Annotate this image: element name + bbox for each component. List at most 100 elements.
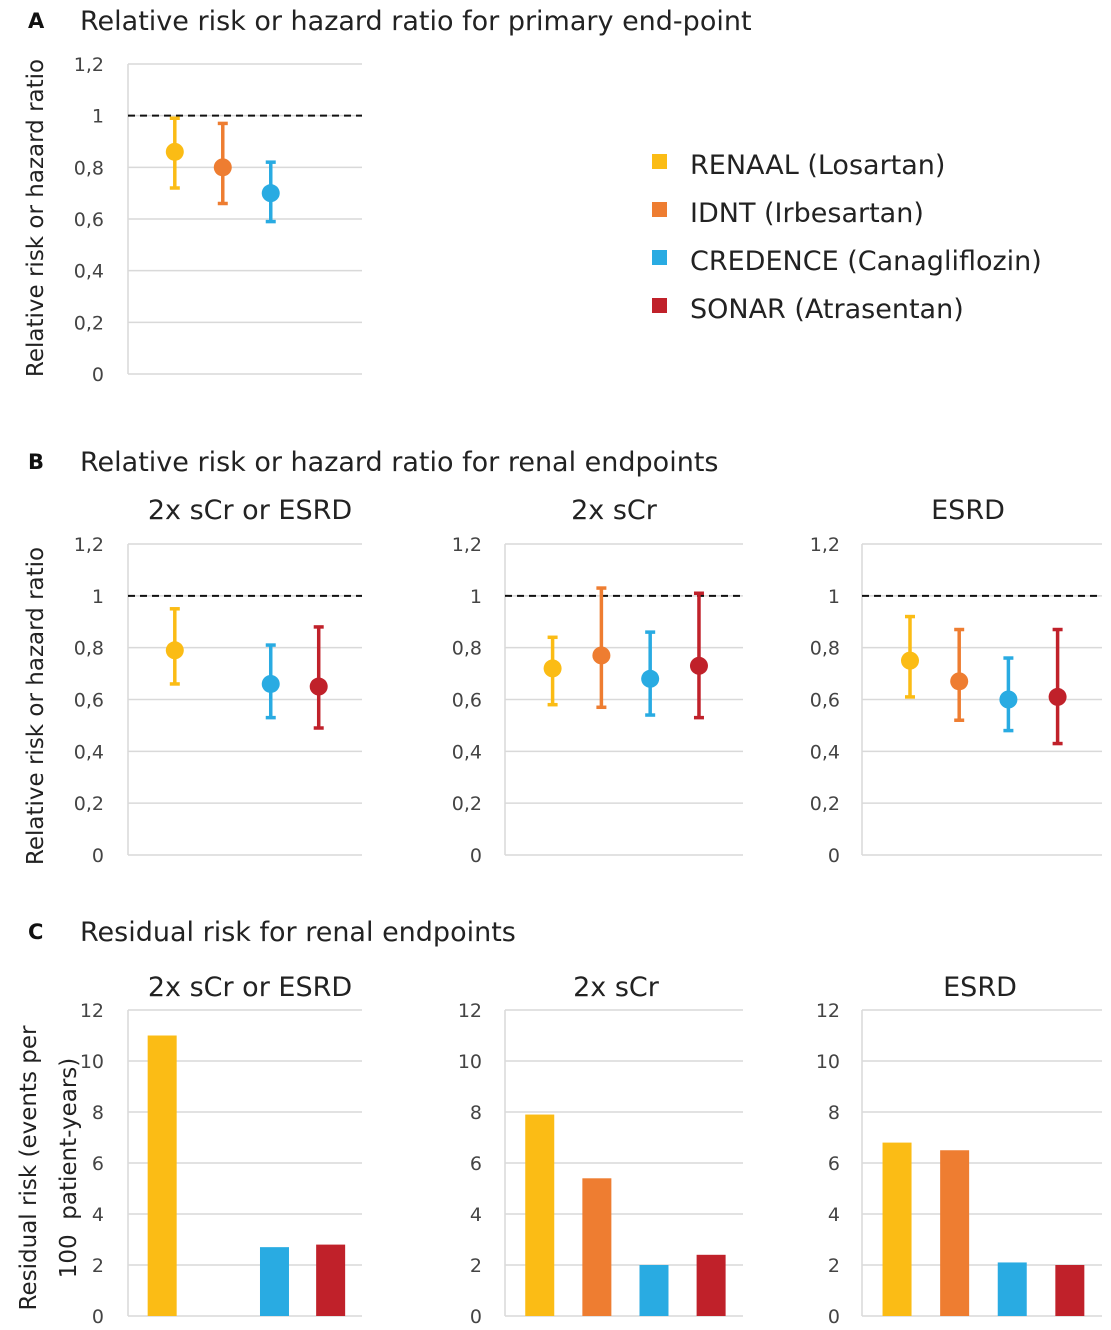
chart-renal-2xscr: 0 0,2 0,4 0,6 0,8 1 1,2 2x sCr (452, 495, 743, 867)
bar-credence (259, 1247, 289, 1316)
point-idnt (592, 646, 611, 665)
bar-renaal (882, 1142, 912, 1316)
y-tick-label: 4 (92, 1204, 104, 1226)
y-tick-label: 1,2 (74, 54, 104, 76)
legend-swatch-idnt (652, 202, 667, 217)
subplot-title: 2x sCr (571, 495, 658, 526)
panel-a-label: A (28, 9, 45, 33)
y-tick-label: 2 (828, 1255, 840, 1277)
point-credence (999, 690, 1018, 709)
y-axis-title: Relative risk or hazard ratio (23, 59, 49, 377)
y-tick-label: 0,4 (810, 741, 840, 763)
y-tick-label: 0,2 (452, 793, 482, 815)
panel-b-title: Relative risk or hazard ratio for renal … (80, 447, 718, 478)
y-axis-title: Relative risk or hazard ratio (23, 547, 49, 865)
y-tick-label: 0,8 (810, 638, 840, 660)
y-tick-label: 0,2 (74, 312, 104, 334)
point-renaal (165, 641, 184, 660)
legend-swatch-sonar (652, 298, 667, 313)
y-tick-label: 6 (470, 1153, 482, 1175)
y-tick-label: 0 (470, 845, 482, 867)
y-tick-label: 0 (828, 845, 840, 867)
panel-a-title: Relative risk or hazard ratio for primar… (80, 6, 752, 37)
chart-residual-esrd: 0 2 4 6 8 10 12 ESRD (816, 972, 1102, 1328)
legend-label-credence: CREDENCE (Canagliflozin) (690, 246, 1042, 277)
y-tick-label: 1 (92, 586, 104, 608)
y-tick-label: 2 (470, 1255, 482, 1277)
y-tick-label: 1,2 (452, 534, 482, 556)
subplot-title: 2x sCr (573, 972, 660, 1003)
point-renaal (165, 142, 184, 161)
subplot-title: ESRD (943, 972, 1017, 1003)
bar-renaal (147, 1035, 177, 1316)
y-tick-label: 0 (92, 364, 104, 386)
y-tick-label: 0,8 (74, 157, 104, 179)
point-renaal (543, 659, 562, 678)
y-tick-label: 0,4 (452, 741, 482, 763)
y-tick-label: 0,4 (74, 741, 104, 763)
panel-b-label: B (28, 450, 44, 474)
y-tick-label: 0 (828, 1306, 840, 1328)
bar-sonar (696, 1254, 726, 1316)
chart-residual-2xscr: 0 2 4 6 8 10 12 2x sCr (458, 972, 743, 1328)
panel-c-title: Residual risk for renal endpoints (80, 917, 516, 948)
point-credence (261, 674, 280, 693)
point-credence (641, 669, 660, 688)
panel-c-label: C (28, 920, 43, 944)
legend-label-renaal: RENAAL (Losartan) (690, 150, 945, 181)
chart-residual-2xscr-or-esrd: 0 2 4 6 8 10 12 2x sCr or ESRD Residual risk (ev… (16, 972, 362, 1328)
legend-swatch-credence (652, 250, 667, 265)
y-tick-label: 1 (470, 586, 482, 608)
bar-sonar (316, 1244, 346, 1316)
y-tick-label: 0,6 (452, 690, 482, 712)
y-tick-label: 2 (92, 1255, 104, 1277)
point-credence (261, 184, 280, 203)
chart-renal-2xscr-or-esrd: 0 0,2 0,4 0,6 0,8 1 1,2 2x sCr or ESRD Relative … (23, 495, 362, 867)
y-tick-label: 1 (92, 106, 104, 128)
point-sonar (309, 677, 328, 696)
y-tick-label: 10 (458, 1051, 482, 1073)
subplot-title: ESRD (931, 495, 1005, 526)
y-tick-label: 0,6 (810, 690, 840, 712)
y-axis-title: Residual risk (events per (16, 1025, 42, 1310)
point-idnt (950, 672, 969, 691)
y-tick-label: 0 (470, 1306, 482, 1328)
y-tick-label: 10 (816, 1051, 840, 1073)
y-tick-label: 0,8 (74, 638, 104, 660)
subplot-title: 2x sCr or ESRD (148, 972, 352, 1003)
point-idnt (213, 158, 232, 177)
y-tick-label: 1,2 (810, 534, 840, 556)
y-tick-label: 4 (828, 1204, 840, 1226)
y-tick-label: 12 (80, 1000, 104, 1022)
subplot-title: 2x sCr or ESRD (148, 495, 352, 526)
y-tick-label: 6 (828, 1153, 840, 1175)
bar-sonar (1055, 1265, 1085, 1316)
y-tick-label: 0,2 (74, 793, 104, 815)
y-tick-label: 10 (80, 1051, 104, 1073)
y-tick-label: 0 (92, 1306, 104, 1328)
bar-renaal (525, 1114, 555, 1316)
y-tick-label: 8 (470, 1102, 482, 1124)
y-tick-label: 0 (92, 845, 104, 867)
y-tick-label: 4 (470, 1204, 482, 1226)
y-tick-label: 12 (458, 1000, 482, 1022)
y-tick-label: 0,6 (74, 209, 104, 231)
y-tick-label: 12 (816, 1000, 840, 1022)
point-sonar (1048, 687, 1067, 706)
chart-renal-esrd: 0 0,2 0,4 0,6 0,8 1 1,2 ESRD (810, 495, 1102, 867)
y-tick-label: 8 (828, 1102, 840, 1124)
y-tick-label: 6 (92, 1153, 104, 1175)
chart-primary-endpoint: 0 0,2 0,4 0,6 0,8 1 1,2 Relative risk or hazard… (23, 54, 362, 386)
y-tick-label: 8 (92, 1102, 104, 1124)
bar-credence (639, 1265, 669, 1316)
y-tick-label: 0,4 (74, 261, 104, 283)
legend: RENAAL (Losartan) IDNT (Irbesartan) CRED… (652, 150, 1042, 325)
y-tick-label: 1 (828, 586, 840, 608)
legend-label-sonar: SONAR (Atrasentan) (690, 294, 964, 325)
y-tick-label: 0,2 (810, 793, 840, 815)
bar-idnt (940, 1150, 970, 1316)
bar-idnt (582, 1178, 612, 1316)
y-tick-label: 1,2 (74, 534, 104, 556)
y-tick-label: 0,6 (74, 690, 104, 712)
